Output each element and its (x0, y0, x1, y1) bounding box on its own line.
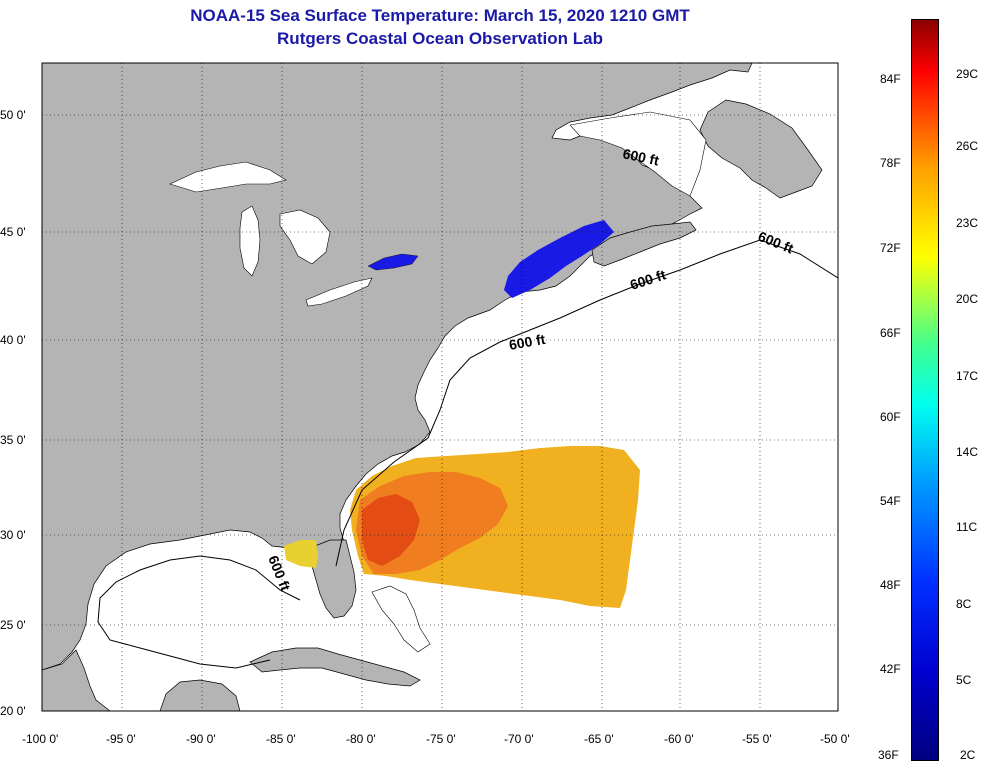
land-cuba (249, 647, 421, 687)
colorbar-f-label: 36F (878, 748, 899, 762)
gulf-st-lawrence (569, 111, 707, 197)
lake-superior (169, 161, 287, 193)
land-yucatan (159, 679, 241, 711)
colorbar-f-label: 66F (880, 326, 901, 340)
colorbar-f-label: 42F (880, 662, 901, 676)
colorbar-c-label: 17C (956, 369, 979, 383)
map-frame (41, 62, 839, 712)
lat-label: 20 0' (0, 704, 26, 718)
map-subtitle: Rutgers Coastal Ocean Observation Lab (277, 29, 603, 48)
colorbar-f-label: 72F (880, 241, 901, 255)
lon-label: -95 0' (106, 732, 136, 746)
land-florida (309, 539, 357, 619)
colorbar-c-label: 20C (956, 292, 979, 306)
colorbar-c-label: 2C (960, 748, 976, 762)
graticule (42, 63, 838, 711)
contour-label: 600 ft (621, 145, 660, 168)
colorbar-c-label: 23C (956, 216, 979, 230)
lake-erie (305, 277, 373, 307)
colorbar-c-label: 26C (956, 139, 979, 153)
colorbar-f-label: 54F (880, 494, 901, 508)
colorbar-c-label: 14C (956, 445, 979, 459)
land-mexico (42, 649, 111, 711)
lon-label: -85 0' (266, 732, 296, 746)
lat-label: 50 0' (0, 108, 26, 122)
lon-label: -60 0' (664, 732, 694, 746)
lon-label: -55 0' (742, 732, 772, 746)
contour-600ft-gulf (97, 555, 301, 669)
sst-red-core (362, 494, 420, 566)
colorbar-c-label: 29C (956, 67, 979, 81)
lat-label: 30 0' (0, 528, 26, 542)
lat-label: 35 0' (0, 433, 26, 447)
lon-label: -65 0' (584, 732, 614, 746)
colorbar-f-label: 60F (880, 410, 901, 424)
lon-label: -90 0' (186, 732, 216, 746)
lat-label: 45 0' (0, 225, 26, 239)
lon-label: -100 0' (22, 732, 59, 746)
lon-label: -50 0' (820, 732, 850, 746)
lat-label: 25 0' (0, 618, 26, 632)
lat-label: 40 0' (0, 333, 26, 347)
land-bahamas (371, 585, 431, 653)
colorbar-c-label: 11C (956, 520, 978, 534)
lon-label: -70 0' (504, 732, 534, 746)
lon-label: -80 0' (346, 732, 376, 746)
lon-label: -75 0' (426, 732, 456, 746)
colorbar-c-label: 8C (956, 597, 972, 611)
land-newfoundland (699, 99, 823, 199)
colorbar-f-label: 84F (880, 72, 901, 86)
lake-michigan (239, 205, 261, 277)
contour-label: 600 ft (508, 331, 547, 353)
lake-huron (279, 209, 331, 265)
map-title: NOAA-15 Sea Surface Temperature: March 1… (190, 6, 690, 25)
colorbar-c-label: 5C (956, 673, 972, 687)
sst-cold-patch (504, 220, 614, 298)
colorbar-f-label: 78F (880, 156, 901, 170)
lake-ontario (367, 253, 419, 271)
colorbar-f-label: 48F (880, 578, 901, 592)
temperature-colorbar (911, 19, 939, 761)
sst-gulf-patch (284, 540, 318, 568)
land-nova-scotia (591, 221, 697, 267)
contour-600ft (335, 239, 838, 567)
